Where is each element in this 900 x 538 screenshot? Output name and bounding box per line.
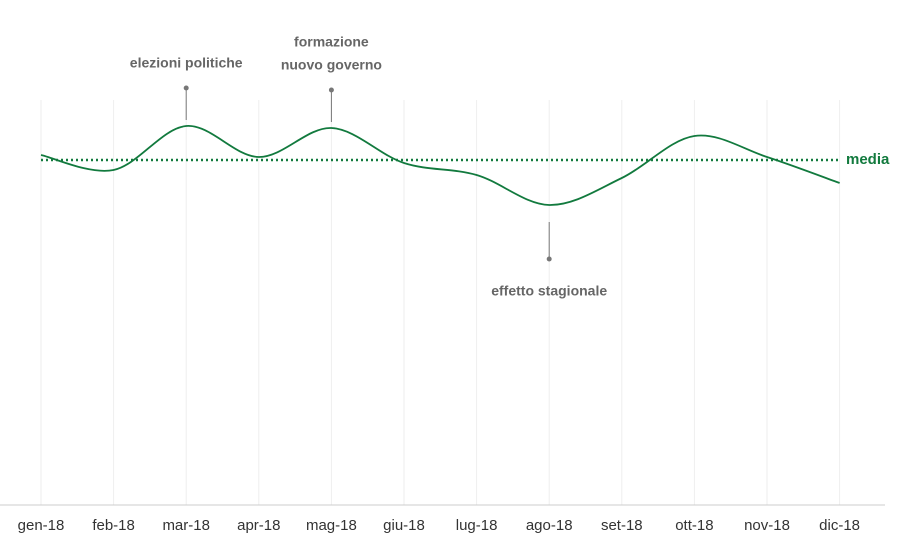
reference-label: media xyxy=(846,151,890,168)
annotation-dot xyxy=(328,87,334,93)
x-tick-label: set-18 xyxy=(601,517,643,534)
x-tick-label: gen-18 xyxy=(18,517,65,534)
annotation-text: effetto stagionale xyxy=(491,283,607,299)
line xyxy=(40,125,840,206)
annotation-dot xyxy=(183,85,189,91)
x-tick-label: nov-18 xyxy=(744,517,790,534)
x-tick-label: mag-18 xyxy=(306,517,357,534)
x-tick-label: ott-18 xyxy=(675,517,713,534)
annotation-dot xyxy=(546,256,552,262)
x-tick-label: apr-18 xyxy=(237,517,280,534)
annotation-text: nuovo governo xyxy=(281,57,382,73)
x-tick-label: dic-18 xyxy=(819,517,860,534)
x-tick-label: lug-18 xyxy=(456,517,498,534)
x-tick-label: mar-18 xyxy=(162,517,210,534)
x-tick-label: feb-18 xyxy=(92,517,135,534)
x-tick-label: giu-18 xyxy=(383,517,425,534)
annotation-text: elezioni politiche xyxy=(130,55,243,71)
x-tick-label: ago-18 xyxy=(526,517,573,534)
annotation-text: formazione xyxy=(294,34,369,50)
